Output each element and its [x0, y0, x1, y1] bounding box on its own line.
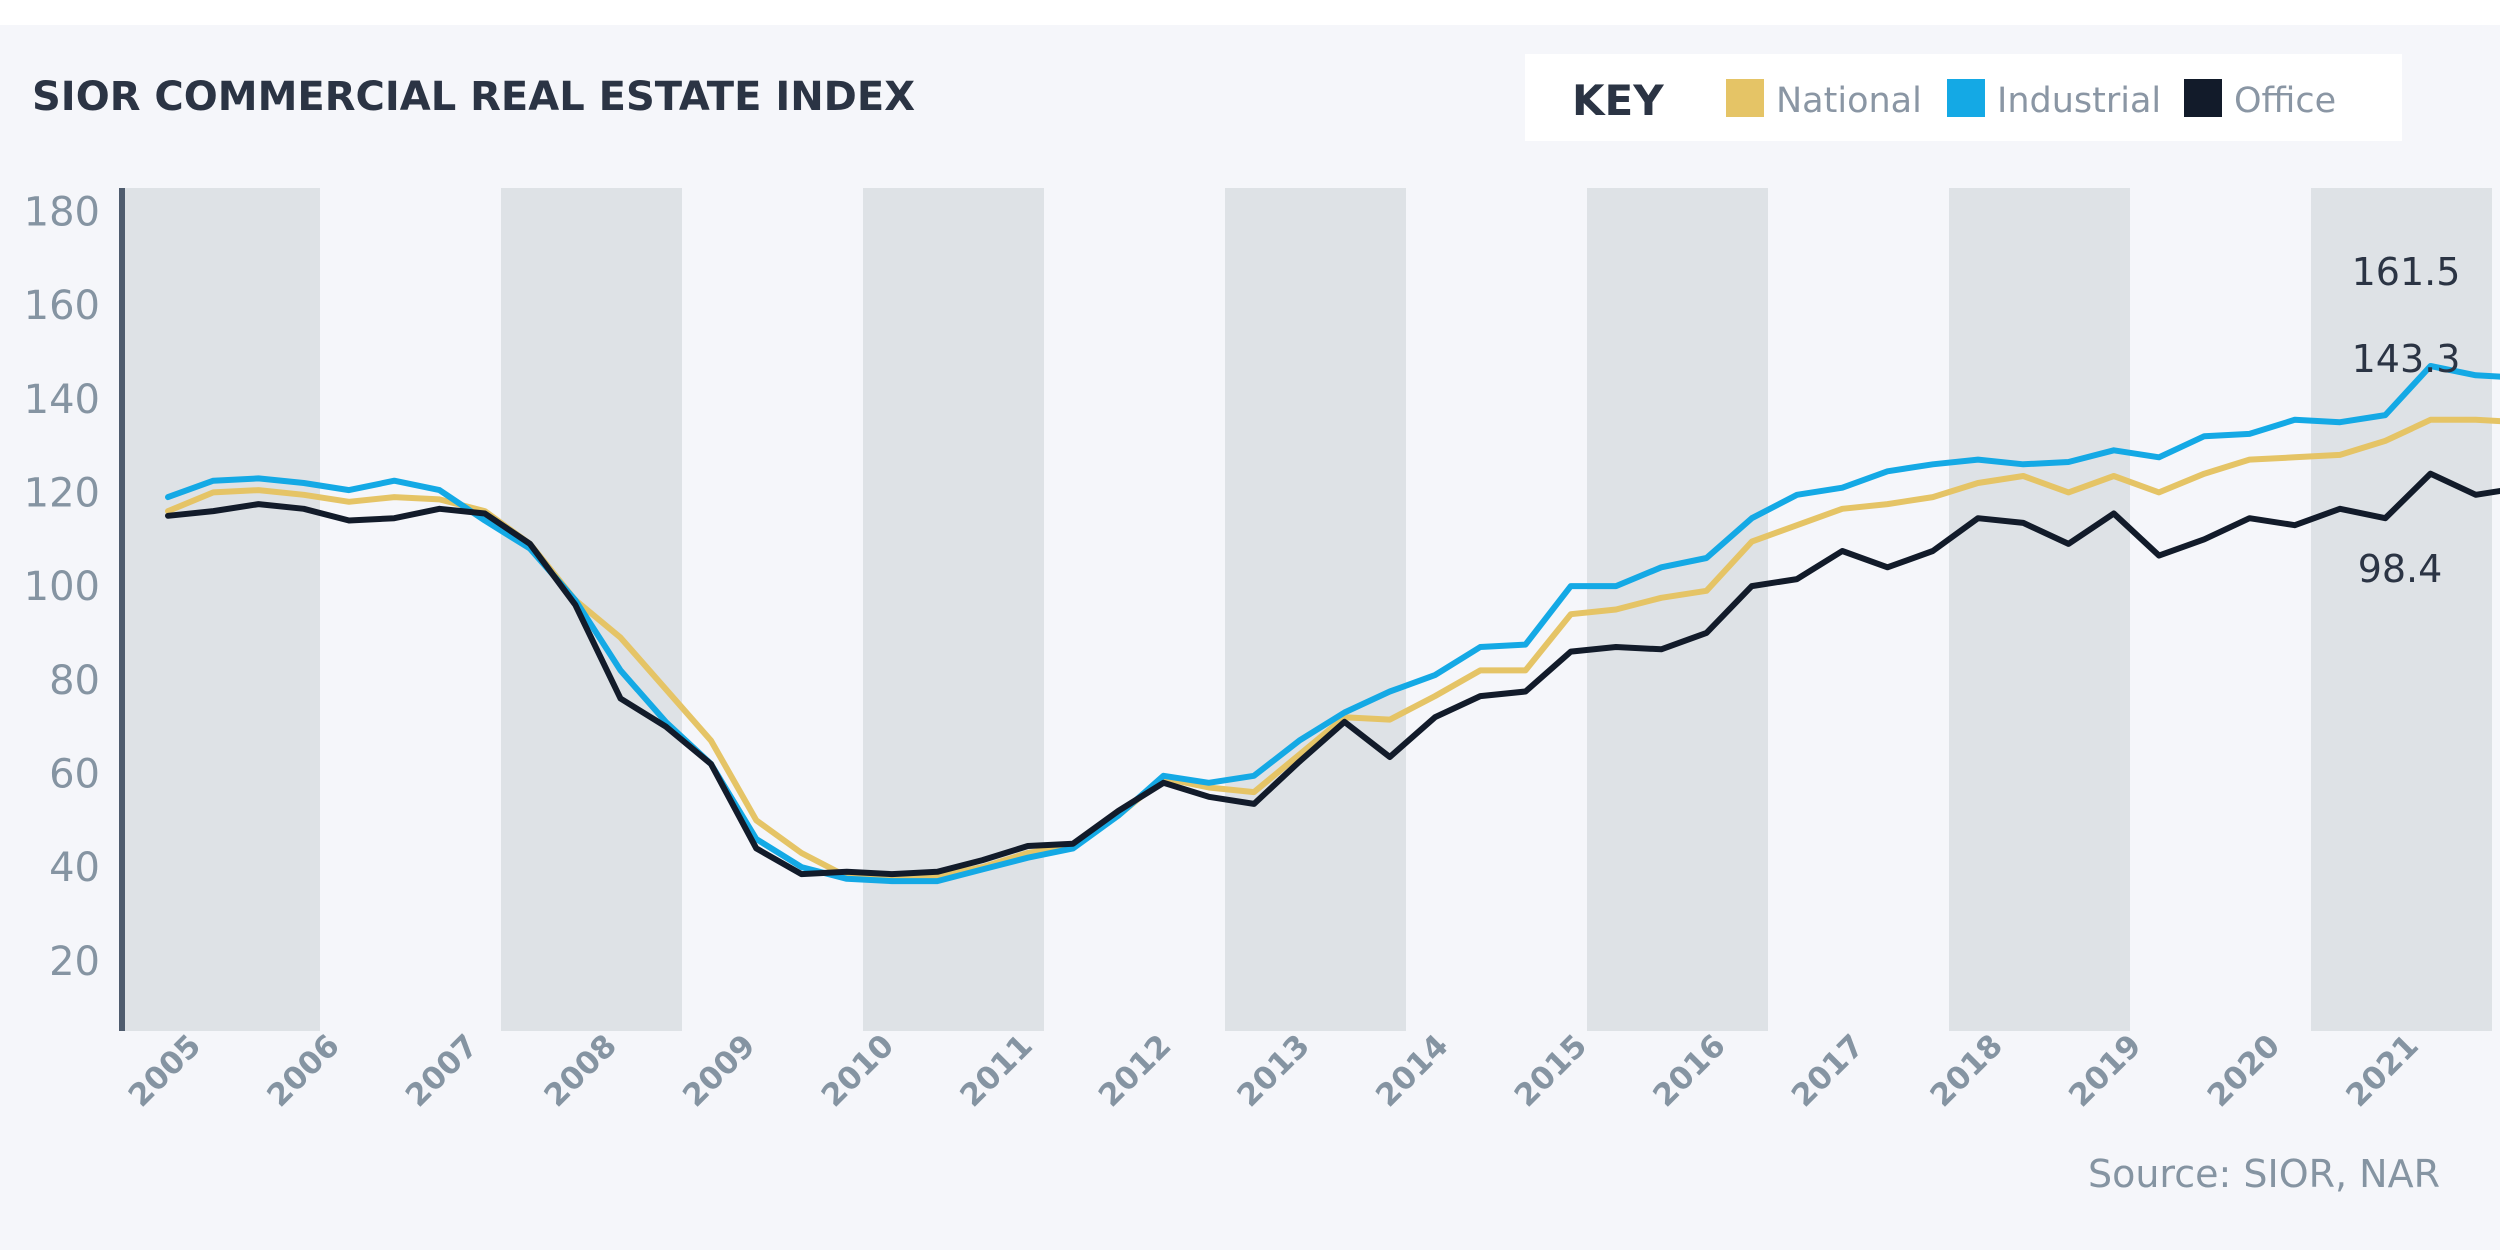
legend-label-office: Office	[2234, 81, 2336, 121]
year-bands	[125, 188, 2492, 1031]
legend-swatch-office	[2184, 79, 2222, 117]
y-tick-label-120: 120	[24, 470, 100, 516]
legend-label-national: National	[1776, 81, 1922, 121]
series-line-office	[165, 470, 2500, 878]
legend-title: KEY	[1572, 76, 1664, 125]
year-band-2015	[1949, 188, 2130, 1031]
series-lines	[165, 363, 2500, 885]
year-band-2007	[501, 188, 682, 1031]
y-axis-ticks: 20 40 60 80 100 120 140 160 180	[24, 189, 100, 984]
y-tick-label-20: 20	[49, 939, 100, 985]
y-tick-label-160: 160	[24, 283, 100, 329]
year-band-2005	[125, 188, 320, 1031]
y-tick-label-180: 180	[24, 189, 100, 235]
legend: KEY National Industrial Office	[1525, 54, 2402, 141]
y-tick-label-100: 100	[24, 564, 100, 610]
end-label-national: 143.3	[2352, 337, 2461, 381]
y-tick-label-40: 40	[49, 845, 100, 891]
y-axis-line	[119, 188, 125, 1031]
y-tick-label-60: 60	[49, 751, 100, 797]
end-label-office: 98.4	[2358, 547, 2443, 591]
legend-swatch-national	[1726, 79, 1764, 117]
year-band-2009	[863, 188, 1044, 1031]
legend-label-industrial: Industrial	[1997, 81, 2161, 121]
series-line-national	[165, 416, 2500, 882]
series-line-industrial	[165, 363, 2500, 885]
y-tick-label-80: 80	[49, 658, 100, 704]
end-label-industrial: 161.5	[2352, 250, 2461, 294]
chart-title: SIOR COMMERCIAL REAL ESTATE INDEX	[32, 74, 915, 120]
year-band-2011	[1225, 188, 1406, 1031]
y-tick-label-140: 140	[24, 377, 100, 423]
year-band-2017	[2311, 188, 2492, 1031]
source-note: Source: SIOR, NAR	[2088, 1152, 2440, 1196]
legend-swatch-industrial	[1947, 79, 1985, 117]
